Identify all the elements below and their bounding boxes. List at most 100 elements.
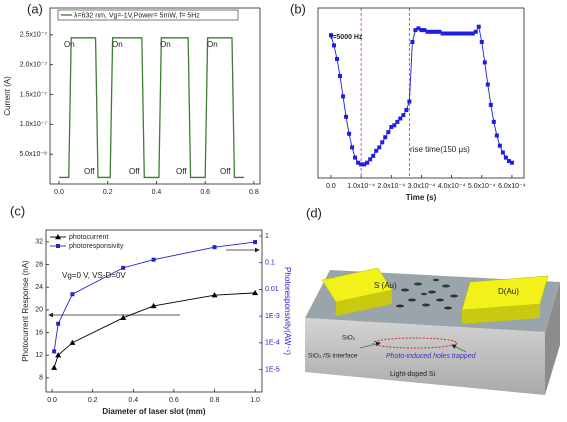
point (446, 31, 451, 36)
y2-tick-label: 1E-3 (265, 313, 280, 320)
annotation: On (207, 40, 218, 49)
y2-tick-label: 0.1 (265, 260, 275, 267)
y-axis-label: Current (A) (3, 76, 12, 116)
panel-label: (a) (27, 1, 43, 16)
y-tick-label: 2.5x10⁻⁷ (20, 32, 48, 39)
x-tick-label: 2.0x10⁻⁴ (377, 183, 405, 190)
point (452, 31, 457, 36)
annotation: rise time(150 μs) (410, 145, 470, 154)
y-tick-label: 32 (35, 239, 43, 246)
x-tick-label: 0.0 (47, 397, 57, 404)
panel-label: (b) (290, 1, 306, 16)
point (476, 24, 481, 29)
x-tick-label: 6.0x10⁻⁴ (498, 183, 526, 190)
point (328, 33, 333, 38)
point (473, 29, 478, 34)
point (443, 31, 448, 36)
point (383, 135, 388, 140)
point (368, 157, 373, 162)
series-line (53, 292, 256, 368)
legend-marker (56, 244, 60, 248)
point (419, 28, 424, 33)
x-tick-label: 0.4 (128, 397, 138, 404)
device-diagram: (d) S (Au) D(Au) SiO₂ SiO₂ /Si interface… (305, 205, 560, 395)
point (458, 31, 463, 36)
point (404, 108, 409, 112)
point (362, 162, 367, 167)
point (344, 114, 349, 119)
point (395, 119, 400, 124)
legend-label: photocurrent (69, 234, 108, 241)
y-tick-label: 5.0x10⁻⁸ (19, 151, 47, 158)
source-pad-side (336, 290, 392, 316)
chart-panel: (a) 0.0 0.2 0.4 0.6 0.8 5.0x10⁻⁸ 1.0x10⁻⁷ 1.5x10… (3, 1, 261, 196)
point (252, 289, 259, 296)
point (500, 150, 505, 155)
y2-tick-label: 1E-5 (265, 366, 280, 373)
annotation: Vg=0 V, VS-D=0V (62, 271, 126, 280)
point (425, 29, 430, 34)
point (434, 29, 439, 34)
point (470, 31, 475, 36)
point (440, 31, 445, 36)
point (488, 102, 493, 107)
point (331, 43, 336, 48)
panel-label: (d) (306, 205, 322, 220)
point (52, 349, 57, 354)
point (353, 155, 358, 160)
point (374, 148, 379, 153)
point (365, 160, 370, 165)
series-line (59, 37, 245, 179)
x-tick-label: 0.2 (103, 189, 113, 196)
point (120, 314, 127, 320)
y-tick-label: 8 (39, 375, 43, 382)
point (338, 74, 343, 78)
point (150, 302, 157, 309)
point (482, 60, 487, 65)
point (449, 31, 454, 36)
point (335, 57, 340, 61)
y-axis-label: Photocurrent Response (nA) (21, 260, 30, 362)
legend-box (57, 9, 239, 21)
point (503, 155, 508, 160)
y-tick-label: 16 (35, 329, 43, 336)
point (506, 159, 511, 163)
point (350, 145, 355, 150)
drain-label: D(Au) (498, 287, 519, 296)
point (413, 28, 418, 33)
point (497, 143, 502, 148)
y2-tick-label: 1 (265, 233, 269, 240)
y-tick-label: 1.5x10⁻⁷ (20, 91, 48, 98)
point (212, 245, 217, 250)
plot-frame (45, 229, 263, 393)
trapped-holes (372, 337, 458, 349)
x-tick-label: 0.0 (326, 183, 336, 190)
point (211, 292, 218, 298)
annotation: Off (84, 167, 95, 176)
point (341, 94, 346, 99)
annotation: Off (176, 167, 187, 176)
point (494, 133, 499, 138)
pointer (451, 344, 467, 353)
annotation: On (112, 40, 123, 49)
graphene-flakes (396, 278, 458, 310)
y-tick-label: 20 (35, 307, 43, 314)
legend-label: photoresponsivity (69, 243, 124, 250)
x-tick-label: 1.0 (250, 397, 260, 404)
panel-label: (c) (10, 203, 25, 218)
point (431, 29, 436, 34)
point (151, 257, 156, 262)
x-tick-label: 0.8 (210, 397, 220, 404)
x-tick-label: 1.0x10⁻⁴ (347, 183, 375, 190)
x-tick-label: 4.0x10⁻⁴ (438, 183, 466, 190)
substrate-label: Light-doped Si (390, 371, 436, 378)
x-tick-label: 5.0x10⁻⁴ (468, 183, 496, 190)
x-tick-label: 0.8 (249, 189, 259, 196)
series-line (330, 25, 513, 165)
x-tick-label: 0.6 (169, 397, 179, 404)
point (69, 339, 76, 345)
interface-label: SiO₂ /Si interface (308, 353, 358, 360)
x-tick-label: 3.0x10⁻⁴ (408, 183, 436, 190)
point (509, 160, 514, 165)
